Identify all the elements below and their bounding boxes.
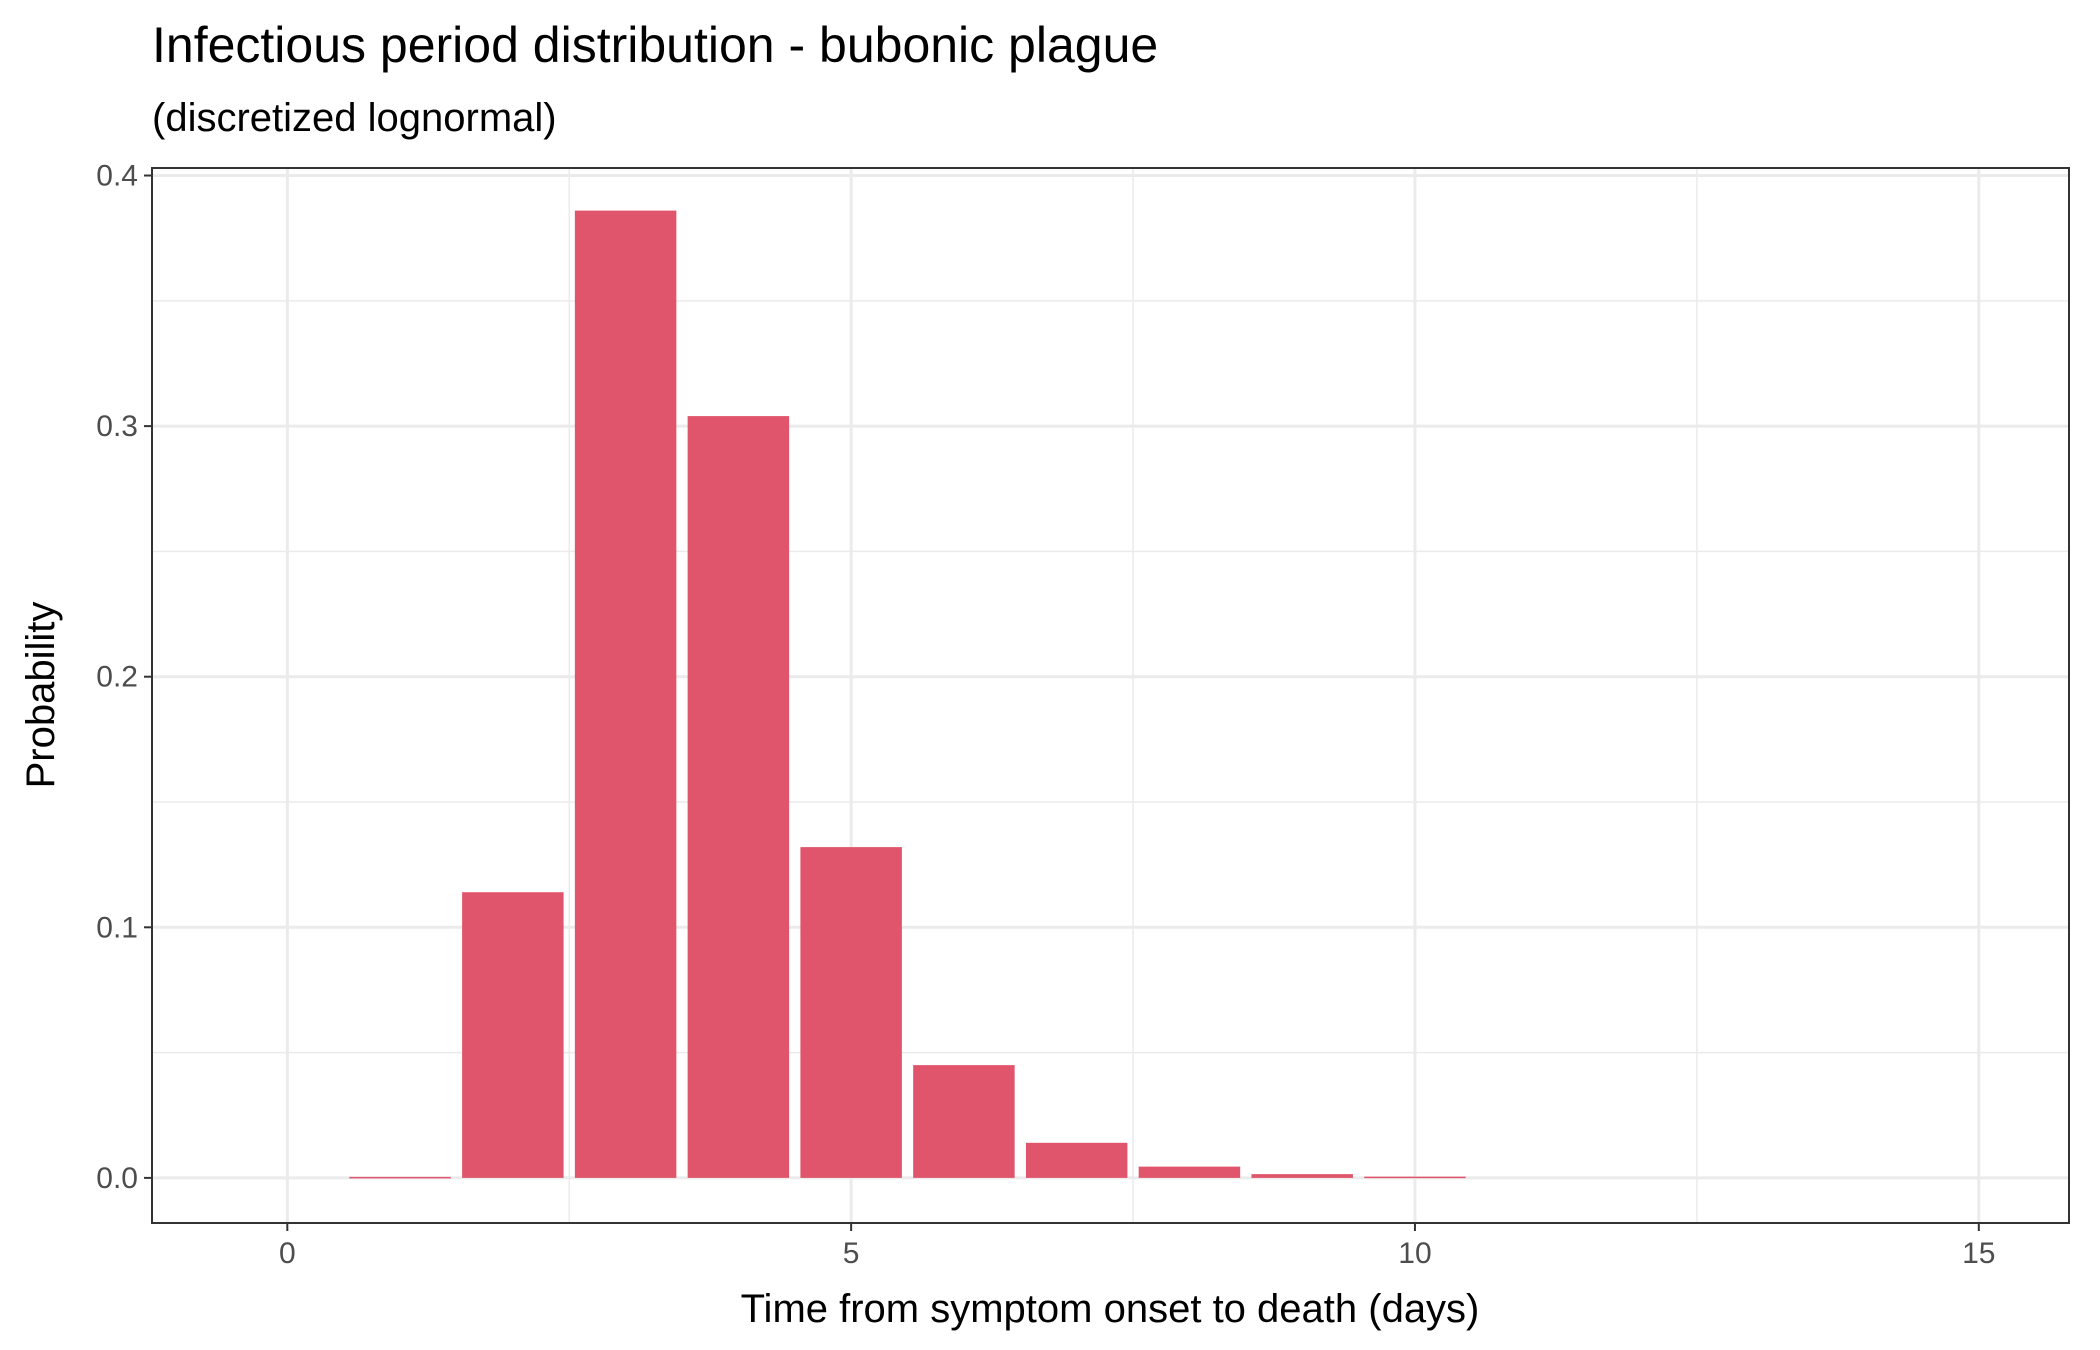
bar (800, 847, 902, 1178)
chart-subtitle: (discretized lognormal) (152, 96, 557, 140)
x-tick-label: 5 (843, 1237, 860, 1270)
panel-border (151, 167, 2070, 1224)
x-tick-label: 0 (279, 1237, 296, 1270)
y-axis-title: Probability (19, 602, 63, 789)
bar (1364, 1176, 1466, 1179)
bars (349, 210, 1466, 1179)
bar (913, 1065, 1015, 1178)
y-tick-label: 0.1 (96, 911, 138, 944)
bar (462, 892, 564, 1178)
bar (687, 416, 790, 1178)
bar (1138, 1166, 1241, 1178)
y-tick-label: 0.3 (96, 410, 138, 443)
y-tick-label: 0.2 (96, 661, 138, 694)
y-tick-label: 0.0 (96, 1162, 138, 1195)
x-tick-label: 10 (1398, 1237, 1431, 1270)
x-tick-label: 15 (1962, 1237, 1995, 1270)
bar (1251, 1174, 1353, 1178)
bar (349, 1176, 451, 1179)
plot-panel (152, 168, 2069, 1223)
y-axis: 0.0 0.1 0.2 0.3 0.4 (96, 160, 152, 1195)
x-axis: 0 5 10 15 (279, 1223, 1995, 1270)
bar (1025, 1142, 1128, 1178)
y-tick-label: 0.4 (96, 160, 138, 193)
chart-title: Infectious period distribution - bubonic… (152, 17, 1158, 73)
x-axis-title: Time from symptom onset to death (days) (741, 1287, 1480, 1331)
minor-gridlines (152, 168, 2069, 1223)
bar (574, 210, 677, 1178)
